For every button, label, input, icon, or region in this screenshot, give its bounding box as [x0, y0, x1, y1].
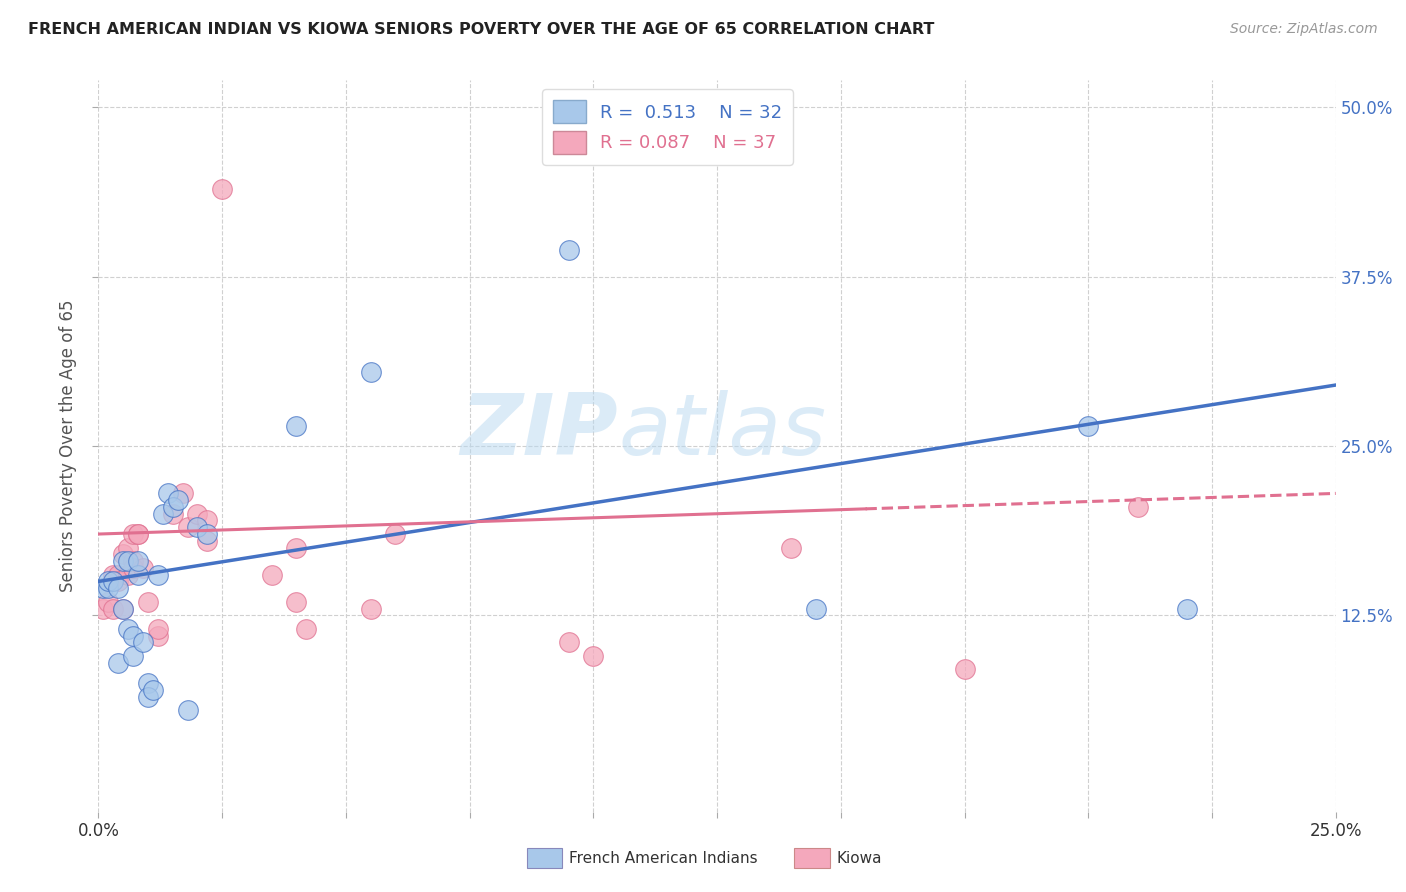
- Point: [117, 567, 139, 582]
- Point: [953, 663, 976, 677]
- Point: [117, 622, 139, 636]
- Point: [582, 648, 605, 663]
- Text: ZIP: ZIP: [460, 390, 619, 473]
- Text: French American Indians: French American Indians: [569, 851, 758, 865]
- Point: [93, 581, 115, 595]
- Point: [557, 243, 579, 257]
- Point: [780, 541, 803, 555]
- Point: [97, 595, 120, 609]
- Point: [122, 554, 145, 568]
- Point: [117, 554, 139, 568]
- Point: [146, 622, 169, 636]
- Point: [112, 601, 135, 615]
- Point: [107, 567, 129, 582]
- Point: [557, 635, 579, 649]
- Point: [146, 629, 169, 643]
- Point: [166, 493, 188, 508]
- Point: [103, 567, 125, 582]
- Bar: [794, 848, 830, 868]
- Point: [107, 581, 129, 595]
- Point: [122, 561, 145, 575]
- Point: [146, 567, 169, 582]
- Point: [360, 601, 382, 615]
- Point: [107, 574, 129, 589]
- Legend: R =  0.513    N = 32, R = 0.087    N = 37: R = 0.513 N = 32, R = 0.087 N = 37: [543, 89, 793, 165]
- Point: [103, 574, 125, 589]
- Point: [122, 648, 145, 663]
- Point: [162, 507, 184, 521]
- Point: [176, 520, 198, 534]
- Point: [152, 507, 174, 521]
- Point: [384, 527, 406, 541]
- Text: atlas: atlas: [619, 390, 827, 473]
- Point: [112, 547, 135, 561]
- Point: [156, 486, 179, 500]
- Text: FRENCH AMERICAN INDIAN VS KIOWA SENIORS POVERTY OVER THE AGE OF 65 CORRELATION C: FRENCH AMERICAN INDIAN VS KIOWA SENIORS …: [28, 22, 935, 37]
- Point: [97, 581, 120, 595]
- Point: [136, 690, 159, 704]
- Point: [122, 629, 145, 643]
- Point: [93, 601, 115, 615]
- Point: [132, 635, 155, 649]
- Point: [804, 601, 827, 615]
- Y-axis label: Seniors Poverty Over the Age of 65: Seniors Poverty Over the Age of 65: [59, 300, 77, 592]
- Point: [285, 595, 308, 609]
- Point: [285, 418, 308, 433]
- Point: [1126, 500, 1149, 514]
- Point: [142, 682, 165, 697]
- Point: [112, 601, 135, 615]
- Point: [132, 561, 155, 575]
- Point: [127, 527, 149, 541]
- Point: [1175, 601, 1198, 615]
- Point: [195, 527, 218, 541]
- Point: [172, 486, 194, 500]
- Point: [127, 527, 149, 541]
- Bar: [527, 848, 562, 868]
- Point: [186, 520, 208, 534]
- Point: [97, 574, 120, 589]
- Point: [136, 595, 159, 609]
- Point: [122, 527, 145, 541]
- Point: [112, 554, 135, 568]
- Point: [195, 514, 218, 528]
- Point: [211, 181, 233, 195]
- Point: [127, 567, 149, 582]
- Point: [176, 703, 198, 717]
- Point: [295, 622, 318, 636]
- Point: [103, 601, 125, 615]
- Point: [186, 507, 208, 521]
- Point: [260, 567, 283, 582]
- Point: [360, 364, 382, 378]
- Point: [136, 676, 159, 690]
- Point: [117, 541, 139, 555]
- Point: [107, 656, 129, 670]
- Point: [285, 541, 308, 555]
- Text: Kiowa: Kiowa: [837, 851, 882, 865]
- Point: [127, 554, 149, 568]
- Point: [195, 533, 218, 548]
- Point: [162, 500, 184, 514]
- Text: Source: ZipAtlas.com: Source: ZipAtlas.com: [1230, 22, 1378, 37]
- Point: [1077, 418, 1099, 433]
